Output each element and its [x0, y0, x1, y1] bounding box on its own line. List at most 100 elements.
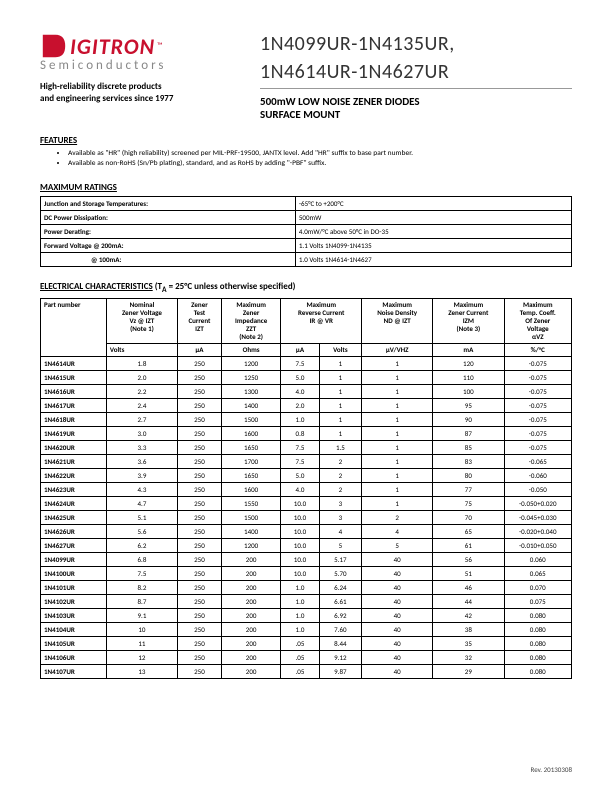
title-block: 1N4099UR-1N4135UR, 1N4614UR-1N4627UR 500…: [260, 32, 572, 121]
cell: 250: [178, 455, 222, 469]
col-header: NominalZener VoltageVz @ IZT(Note 1): [106, 299, 177, 344]
cell: 1.0: [281, 595, 319, 609]
part-number: 1N4625UR: [41, 511, 107, 525]
cell: 1: [319, 413, 362, 427]
title-rule: [260, 88, 572, 89]
cell: 250: [178, 665, 222, 679]
cell: 9.12: [319, 651, 362, 665]
cell: 250: [178, 385, 222, 399]
table-row: Forward Voltage @ 200mA:1.1 Volts 1N4099…: [41, 239, 572, 253]
cell: 1: [362, 497, 433, 511]
part-number: 1N4627UR: [41, 539, 107, 553]
cell: 6.8: [106, 553, 177, 567]
cell: 3: [319, 497, 362, 511]
cell: 10.0: [281, 497, 319, 511]
cell: 1: [362, 441, 433, 455]
cell: 40: [362, 553, 433, 567]
features-list: Available as "HR" (high reliability) scr…: [40, 149, 572, 168]
subtitle-l2: SURFACE MOUNT: [260, 108, 572, 121]
part-number: 1N4621UR: [41, 455, 107, 469]
logo-tm: ™: [157, 41, 163, 51]
cell: 2.0: [106, 371, 177, 385]
cell: 40: [362, 595, 433, 609]
cell: 1: [362, 469, 433, 483]
cell: 2: [319, 469, 362, 483]
cell: 10.0: [281, 525, 319, 539]
cell: 5: [319, 539, 362, 553]
cell: 90: [433, 413, 504, 427]
elec-heading: ELECTRICAL CHARACTERISTICS (TA = 25°C un…: [40, 281, 572, 295]
part-number: 1N4106UR: [41, 651, 107, 665]
col-unit: µV/VHZ: [362, 344, 433, 357]
cell: 85: [433, 441, 504, 455]
logo-d-icon: [40, 32, 68, 60]
cell: 250: [178, 371, 222, 385]
cell: -0.065: [504, 455, 571, 469]
cell: 8.7: [106, 595, 177, 609]
rating-label: Power Derating:: [41, 225, 296, 239]
table-row: 1N4107UR13250200.059.8740290.080: [41, 665, 572, 679]
table-row: 1N4100UR7.525020010.05.7040510.065: [41, 567, 572, 581]
cell: 5: [362, 539, 433, 553]
cell: 2.7: [106, 413, 177, 427]
cell: 1.5: [319, 441, 362, 455]
cell: 250: [178, 637, 222, 651]
logo-subtext: Semiconductors: [40, 58, 240, 73]
table-row: 1N4626UR5.6250140010.04465-0.020+0.040: [41, 525, 572, 539]
cell: 1.0: [281, 581, 319, 595]
cell: 200: [221, 623, 280, 637]
cell: 2.4: [106, 399, 177, 413]
cell: 6.2: [106, 539, 177, 553]
cell: 38: [433, 623, 504, 637]
cell: 4: [362, 525, 433, 539]
cell: 1.0: [281, 623, 319, 637]
cell: 0.080: [504, 665, 571, 679]
cell: 8.2: [106, 581, 177, 595]
cell: -0.050+0.020: [504, 497, 571, 511]
cell: 250: [178, 567, 222, 581]
part-number: 1N4626UR: [41, 525, 107, 539]
cell: 250: [178, 623, 222, 637]
ratings-heading: MAXIMUM RATINGS: [40, 182, 572, 193]
part-number: 1N4620UR: [41, 441, 107, 455]
cell: 0.8: [281, 427, 319, 441]
features-heading: FEATURES: [40, 135, 572, 146]
table-units-row: VoltsµAOhmsµAVoltsµV/VHZmA%/°C: [41, 344, 572, 357]
table-row: 1N4618UR2.725015001.01190-0.075: [41, 413, 572, 427]
cell: 9.1: [106, 609, 177, 623]
tagline: High-reliability discrete products and e…: [40, 81, 240, 104]
cell: 40: [362, 609, 433, 623]
cell: 1250: [221, 371, 280, 385]
cell: 40: [362, 651, 433, 665]
cell: 40: [362, 567, 433, 581]
cell: 40: [362, 665, 433, 679]
cell: 0.075: [504, 595, 571, 609]
part-number: 1N4099UR: [41, 553, 107, 567]
table-row: Power Derating:4.0mW/°C above 50°C in DO…: [41, 225, 572, 239]
cell: -0.045+0.030: [504, 511, 571, 525]
rating-value: 4.0mW/°C above 50°C in DO-35: [295, 225, 571, 239]
cell: 250: [178, 441, 222, 455]
rating-value: 1.0 Volts 1N4614-1N4627: [295, 253, 571, 267]
cell: 42: [433, 609, 504, 623]
col-header: ZenerTestCurrentIZT: [178, 299, 222, 344]
cell: 4.7: [106, 497, 177, 511]
footer-rev: Rev. 20130308: [531, 765, 572, 774]
col-unit: µA: [281, 344, 319, 357]
cell: 32: [433, 651, 504, 665]
table-row: 1N4622UR3.925016505.02180-0.060: [41, 469, 572, 483]
cell: 1: [362, 357, 433, 371]
feature-item: Available as non-RoHS (Sn/Pb plating), s…: [68, 159, 572, 168]
cell: 250: [178, 525, 222, 539]
table-row: 1N4101UR8.22502001.06.2440460.070: [41, 581, 572, 595]
cell: 1600: [221, 427, 280, 441]
cell: 250: [178, 609, 222, 623]
part-number: 1N4623UR: [41, 483, 107, 497]
cell: -0.060: [504, 469, 571, 483]
cell: 1: [319, 357, 362, 371]
table-row: DC Power Dissipation:500mW: [41, 211, 572, 225]
cell: -0.010+0.050: [504, 539, 571, 553]
cell: 10.0: [281, 553, 319, 567]
cell: 200: [221, 553, 280, 567]
cell: 3.3: [106, 441, 177, 455]
